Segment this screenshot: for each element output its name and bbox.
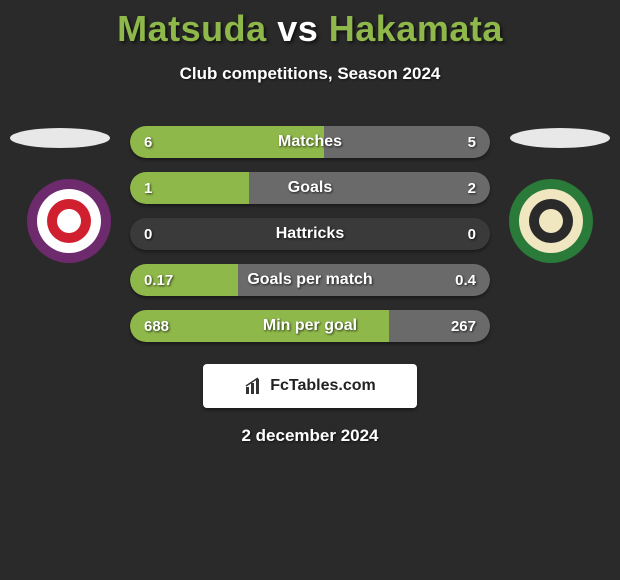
player2-avatar xyxy=(510,128,610,148)
kyoto-sanga-badge xyxy=(26,178,112,264)
subtitle: Club competitions, Season 2024 xyxy=(0,64,620,84)
stats-container: 65Matches 12Goals 00Hattricks 0.170.4Goals … xyxy=(130,126,490,342)
watermark-text: FcTables.com xyxy=(270,377,376,395)
page-title: Matsuda vs Hakamata xyxy=(0,0,620,50)
chart-icon xyxy=(244,376,264,396)
stat-label: Hattricks xyxy=(130,218,490,250)
stat-row: 0.170.4Goals per match xyxy=(130,264,490,296)
player1-avatar xyxy=(10,128,110,148)
stat-label: Goals per match xyxy=(130,264,490,296)
club-badge-left xyxy=(26,178,112,264)
stat-row: 65Matches xyxy=(130,126,490,158)
tokyo-verdy-badge xyxy=(508,178,594,264)
stat-row: 00Hattricks xyxy=(130,218,490,250)
date: 2 december 2024 xyxy=(0,426,620,446)
stat-row: 12Goals xyxy=(130,172,490,204)
club-badge-right xyxy=(508,178,594,264)
player1-name: Matsuda xyxy=(117,8,267,49)
stat-label: Matches xyxy=(130,126,490,158)
stat-label: Goals xyxy=(130,172,490,204)
watermark: FcTables.com xyxy=(203,364,417,408)
stat-label: Min per goal xyxy=(130,310,490,342)
stat-row: 688267Min per goal xyxy=(130,310,490,342)
player2-name: Hakamata xyxy=(329,8,503,49)
vs-text: vs xyxy=(277,8,318,49)
